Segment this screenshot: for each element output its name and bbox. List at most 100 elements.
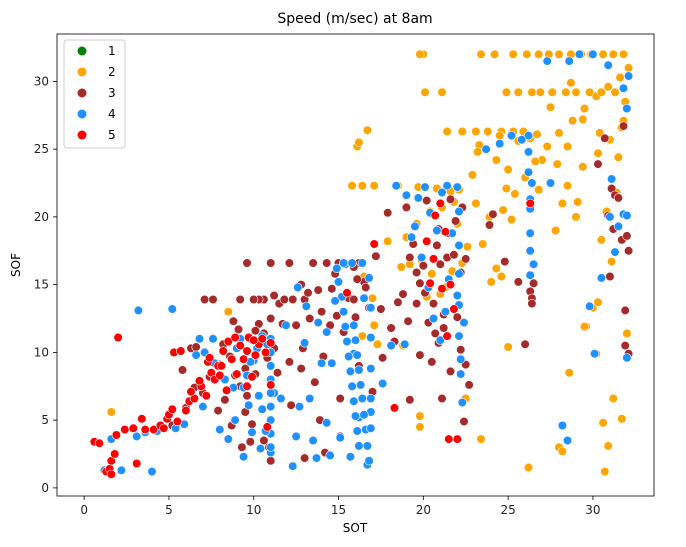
data-point [405, 395, 415, 405]
data-point [435, 259, 445, 269]
x-tick-label: 0 [80, 503, 88, 517]
data-point [520, 339, 530, 349]
data-point [605, 212, 615, 222]
data-point [339, 258, 349, 268]
data-point [291, 431, 301, 442]
data-point [503, 164, 513, 175]
data-point [406, 232, 417, 242]
data-point [335, 393, 345, 404]
data-point [322, 327, 332, 337]
data-point [523, 167, 534, 177]
data-point [495, 139, 505, 149]
data-point [427, 269, 437, 279]
data-point [369, 181, 379, 191]
data-point [242, 391, 252, 401]
data-point [215, 425, 225, 435]
data-point [262, 422, 272, 432]
data-point [454, 331, 464, 341]
data-point [322, 258, 332, 268]
data-point [432, 225, 442, 236]
data-point [249, 294, 259, 305]
data-point [410, 221, 420, 231]
data-point [613, 221, 624, 231]
data-point [372, 339, 383, 349]
data-point [345, 452, 356, 462]
data-point [415, 278, 425, 288]
data-point [106, 469, 116, 479]
legend-entry-5: 5 [76, 128, 116, 142]
data-point [369, 320, 379, 330]
data-point [308, 435, 318, 446]
data-point [386, 323, 396, 333]
data-point [473, 147, 483, 157]
data-point [603, 82, 613, 92]
data-point [362, 441, 373, 451]
y-axis-ticks: 0 5 10 15 20 25 30 [34, 74, 57, 495]
data-point [106, 407, 116, 417]
data-point [442, 126, 452, 137]
data-point [428, 299, 439, 309]
data-point [357, 393, 367, 404]
data-point [622, 353, 632, 363]
data-point [242, 258, 252, 268]
data-point [230, 332, 240, 343]
data-point [266, 456, 276, 466]
data-point [228, 316, 238, 326]
data-point [454, 240, 464, 250]
data-point [342, 336, 352, 347]
data-point [113, 332, 123, 343]
data-point [349, 396, 359, 406]
data-point [149, 425, 159, 435]
data-point [296, 364, 306, 374]
legend: 1 2 3 4 5 [63, 39, 126, 149]
data-point [335, 433, 345, 443]
data-point [261, 347, 271, 358]
data-point [227, 354, 237, 364]
data-point [239, 354, 249, 364]
legend-entry-3: 3 [76, 86, 116, 100]
data-point [593, 148, 603, 158]
legend-marker [76, 45, 88, 57]
data-point [356, 380, 366, 390]
data-point [401, 190, 412, 200]
data-point [547, 87, 557, 97]
data-point [557, 198, 568, 208]
data-point [427, 357, 437, 367]
data-point [140, 425, 150, 435]
data-point [562, 435, 573, 446]
data-point [332, 311, 342, 321]
data-point [400, 339, 410, 349]
data-point [618, 121, 629, 131]
data-point [522, 49, 532, 59]
data-point [198, 402, 208, 412]
data-point [352, 274, 362, 284]
data-point [413, 193, 423, 203]
data-point [530, 156, 540, 166]
y-tick-label: 10 [34, 345, 49, 359]
data-point [333, 277, 344, 287]
data-point [437, 187, 447, 198]
data-point [354, 365, 364, 375]
data-point [622, 328, 632, 339]
data-point [425, 278, 435, 288]
data-point [517, 135, 527, 145]
data-point [347, 181, 357, 191]
data-point [615, 72, 625, 82]
data-point [442, 181, 452, 191]
data-point [613, 193, 624, 203]
data-point [600, 133, 610, 143]
data-point [588, 49, 598, 59]
data-point [132, 431, 142, 442]
legend-marker [76, 108, 88, 120]
data-point [554, 128, 564, 138]
data-point [366, 303, 376, 313]
data-point [620, 305, 630, 316]
data-point [442, 331, 452, 341]
data-point [176, 346, 186, 356]
data-point [181, 406, 191, 416]
data-point [339, 307, 349, 317]
data-point [523, 131, 534, 141]
data-point [300, 338, 310, 348]
data-point [349, 294, 359, 305]
